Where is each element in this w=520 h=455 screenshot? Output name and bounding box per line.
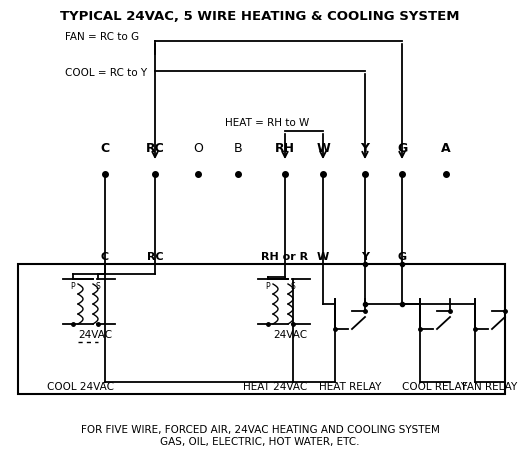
Text: HEAT 24VAC: HEAT 24VAC	[243, 381, 307, 391]
Text: COOL 24VAC: COOL 24VAC	[46, 381, 113, 391]
Text: HEAT = RH to W: HEAT = RH to W	[225, 118, 309, 128]
Text: O: O	[193, 142, 203, 155]
Text: C: C	[100, 142, 110, 155]
Text: FAN RELAY: FAN RELAY	[462, 381, 517, 391]
Text: C: C	[101, 252, 109, 262]
Text: A: A	[441, 142, 451, 155]
Text: S: S	[290, 281, 295, 290]
Text: 24VAC: 24VAC	[273, 329, 307, 339]
Text: G: G	[397, 142, 407, 155]
Text: COOL RELAY: COOL RELAY	[402, 381, 467, 391]
Text: G: G	[397, 252, 407, 262]
Text: 24VAC: 24VAC	[78, 329, 112, 339]
Text: TYPICAL 24VAC, 5 WIRE HEATING & COOLING SYSTEM: TYPICAL 24VAC, 5 WIRE HEATING & COOLING …	[60, 10, 460, 23]
Text: FAN = RC to G: FAN = RC to G	[65, 32, 139, 42]
Text: Y: Y	[361, 252, 369, 262]
Text: RC: RC	[147, 252, 163, 262]
Text: S: S	[95, 281, 100, 290]
Text: RH or R: RH or R	[262, 252, 308, 262]
Text: FOR FIVE WIRE, FORCED AIR, 24VAC HEATING AND COOLING SYSTEM: FOR FIVE WIRE, FORCED AIR, 24VAC HEATING…	[81, 424, 439, 434]
Text: Y: Y	[360, 142, 370, 155]
Bar	[18, 264, 505, 394]
Text: HEAT RELAY: HEAT RELAY	[319, 381, 381, 391]
Text: W: W	[316, 142, 330, 155]
Text: B: B	[233, 142, 242, 155]
Text: P: P	[70, 281, 75, 290]
Text: RC: RC	[146, 142, 164, 155]
Text: W: W	[317, 252, 329, 262]
Text: P: P	[265, 281, 270, 290]
Text: RH: RH	[275, 142, 295, 155]
Text: GAS, OIL, ELECTRIC, HOT WATER, ETC.: GAS, OIL, ELECTRIC, HOT WATER, ETC.	[160, 436, 360, 446]
Text: COOL = RC to Y: COOL = RC to Y	[65, 68, 147, 78]
